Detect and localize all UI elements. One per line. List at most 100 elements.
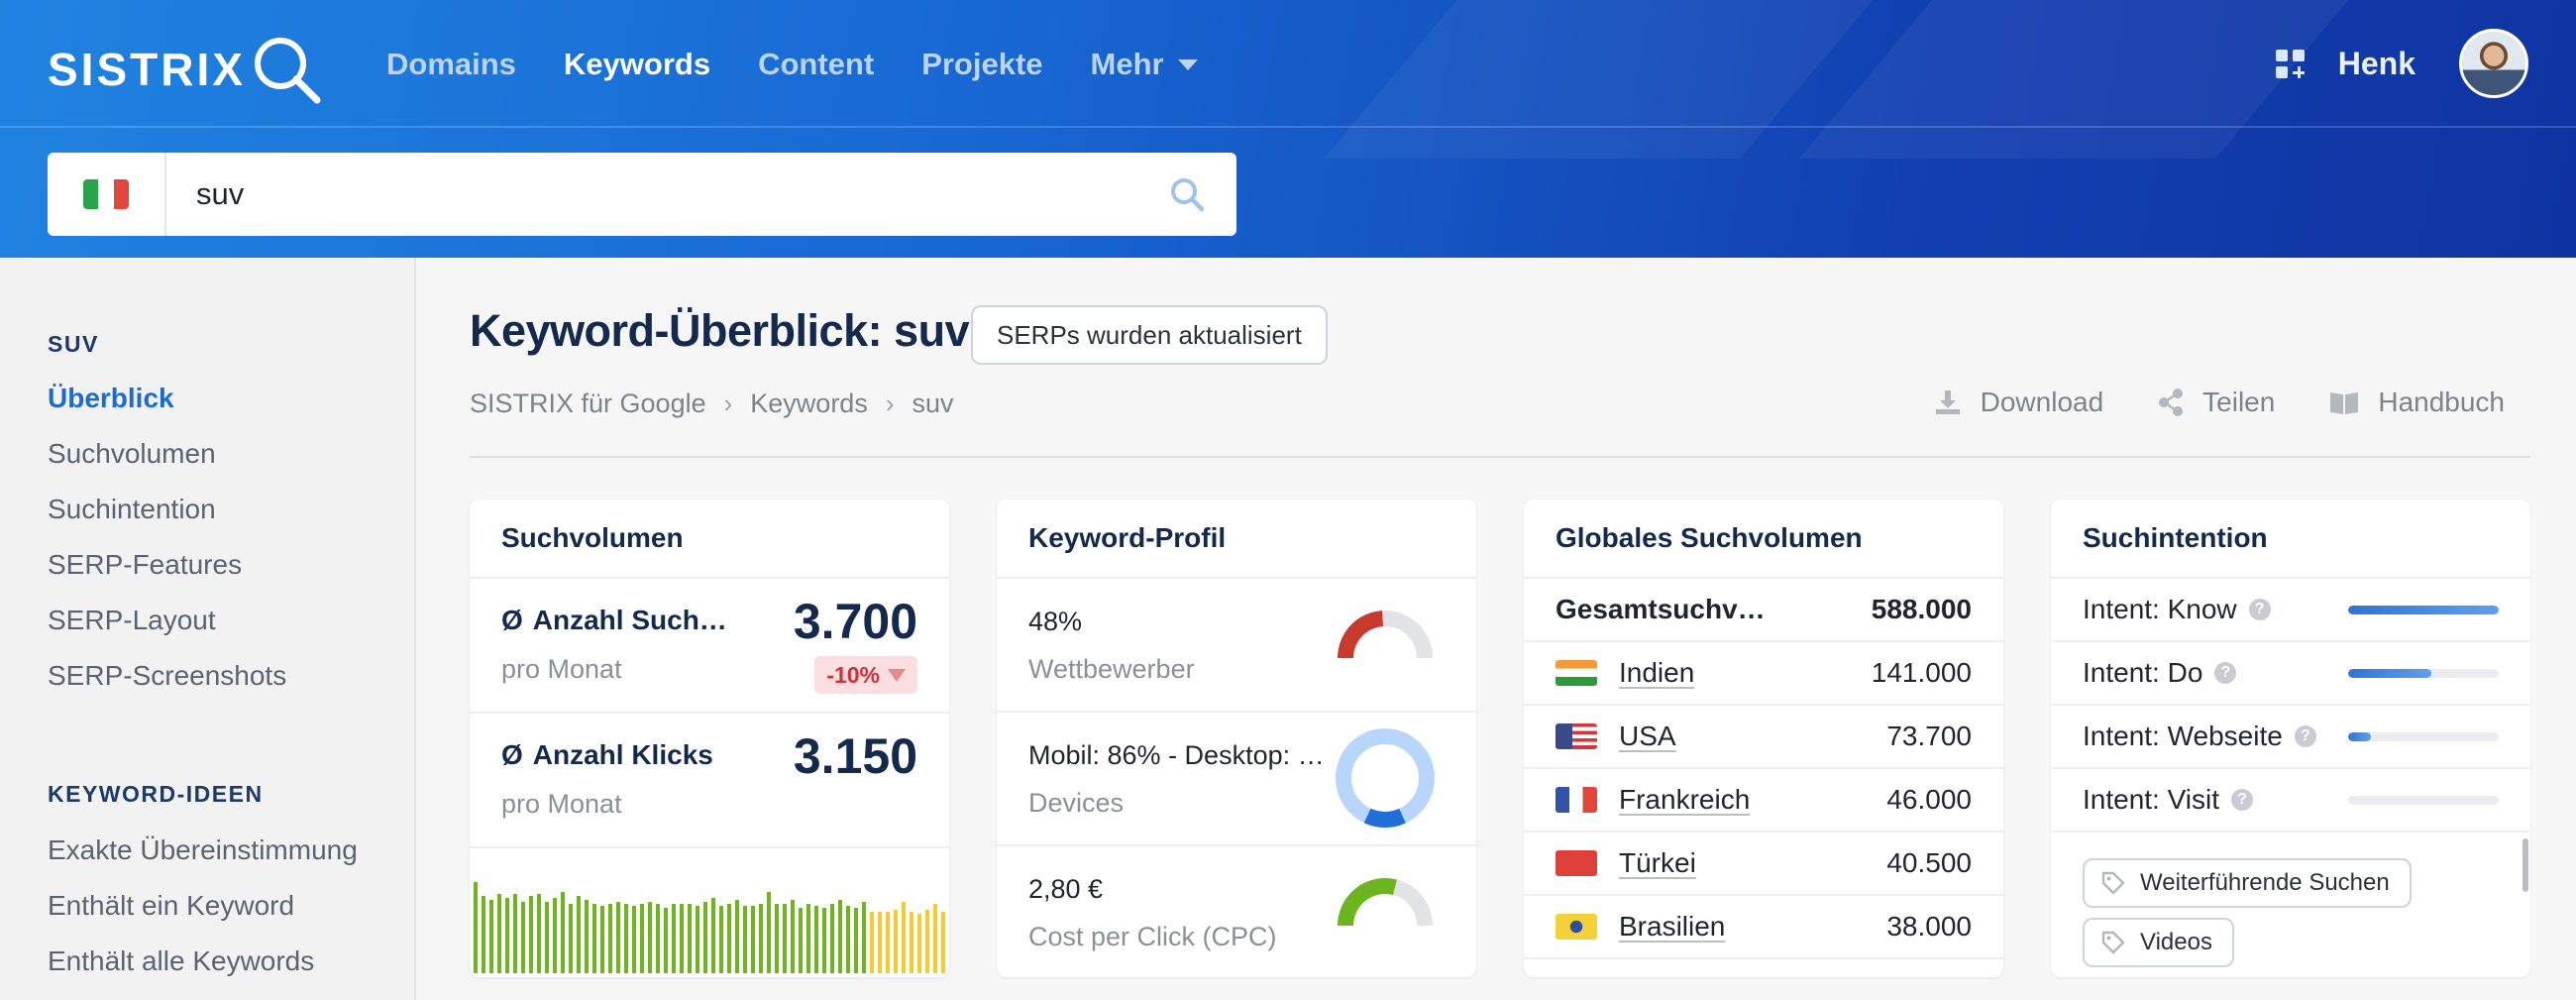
avatar[interactable] — [2459, 29, 2528, 98]
country-selector[interactable] — [48, 153, 166, 236]
intent-row-do: Intent: Do? — [2051, 642, 2530, 706]
user-area: Henk — [2275, 28, 2528, 99]
country-row-france: Frankreich 46.000 — [1524, 769, 2003, 833]
header-rule — [470, 456, 2530, 458]
scrollbar-thumb[interactable] — [2522, 838, 2528, 892]
nav-content[interactable]: Content — [758, 47, 874, 82]
intent-label: Intent: Do — [2083, 657, 2203, 688]
country-link[interactable]: Frankreich — [1619, 784, 1751, 815]
devices-row[interactable]: Mobil: 86% - Desktop: … Devices — [997, 713, 1476, 846]
sidebar-item-enthaelt-ein-keyword[interactable]: Enthält ein Keyword — [48, 890, 295, 921]
help-icon[interactable]: ? — [2248, 599, 2271, 620]
intent-bar-fill — [2348, 605, 2499, 614]
history-bar — [489, 900, 493, 973]
search-button[interactable] — [1137, 153, 1236, 236]
serps-updated-button[interactable]: SERPs wurden aktualisiert — [971, 305, 1328, 365]
country-row-india: Indien 141.000 — [1524, 642, 2003, 706]
history-bar — [822, 908, 826, 973]
breadcrumb-item-keywords[interactable]: Keywords — [750, 389, 868, 418]
history-bar — [640, 904, 644, 973]
user-name[interactable]: Henk — [2337, 45, 2415, 81]
history-bar — [751, 906, 755, 973]
history-bar — [941, 912, 945, 973]
top-bar: SISTRIX Domains Keywords Content Projekt… — [0, 0, 2576, 258]
history-bar — [917, 914, 921, 973]
country-value: 40.500 — [1886, 847, 1972, 878]
share-label: Teilen — [2202, 387, 2276, 417]
devices-label: Devices — [1028, 788, 1125, 818]
nav-keywords[interactable]: Keywords — [564, 47, 710, 82]
breadcrumb-separator: › — [723, 389, 733, 418]
history-bar — [696, 906, 699, 973]
sidebar-item-exakte-uebereinstimmung[interactable]: Exakte Übereinstimmung — [48, 834, 358, 865]
country-link[interactable]: Indien — [1619, 657, 1695, 688]
sidebar-item-serp-features[interactable]: SERP-Features — [48, 549, 243, 580]
history-bar — [600, 906, 604, 973]
history-bar — [608, 904, 612, 973]
sistrix-logo[interactable]: SISTRIX — [48, 34, 323, 105]
total-label: Gesamtsuchv… — [1556, 594, 1766, 624]
card-globales-suchvolumen: Globales Suchvolumen Gesamtsuchv… 588.00… — [1524, 500, 2003, 977]
download-button[interactable]: Download — [1933, 387, 2103, 418]
history-bar — [592, 904, 596, 973]
sidebar-item-suchvolumen[interactable]: Suchvolumen — [48, 438, 216, 469]
usa-flag-icon — [1556, 723, 1597, 749]
nav-domains[interactable]: Domains — [386, 47, 516, 82]
apps-grid-icon[interactable] — [2275, 49, 2305, 78]
history-bar — [767, 892, 771, 973]
manual-button[interactable]: Handbuch — [2328, 387, 2505, 418]
cpc-row[interactable]: 2,80 € Cost per Click (CPC) — [997, 846, 1476, 977]
search-input[interactable] — [166, 153, 1137, 236]
sidebar-item-ueberblick[interactable]: Überblick — [48, 383, 174, 413]
trend-value: -10% — [826, 661, 880, 688]
breadcrumb-item-sistrix[interactable]: SISTRIX für Google — [470, 389, 706, 418]
sidebar-item-enthaelt-alle-keywords[interactable]: Enthält alle Keywords — [48, 945, 315, 976]
nav-mehr[interactable]: Mehr — [1091, 47, 1198, 82]
history-bar — [497, 894, 501, 973]
clicks-block[interactable]: Ø Anzahl Klicks pro Monat 3.150 — [470, 714, 949, 848]
share-button[interactable]: Teilen — [2157, 387, 2275, 418]
history-bar — [482, 896, 485, 973]
caret-down-icon — [1177, 58, 1198, 70]
chip-weiterfuehrende-suchen[interactable]: Weiterführende Suchen — [2083, 858, 2412, 908]
history-bar — [632, 906, 636, 973]
help-icon[interactable]: ? — [2214, 662, 2237, 684]
help-icon[interactable]: ? — [2294, 725, 2316, 747]
sidebar-item-serp-screenshots[interactable]: SERP-Screenshots — [48, 660, 287, 691]
history-bar — [902, 902, 906, 973]
competition-row[interactable]: 48% Wettbewerber — [997, 579, 1476, 713]
competition-value: 48% — [1028, 607, 1083, 636]
history-bar — [846, 906, 850, 973]
card-suchvolumen: Suchvolumen Ø Anzahl Such… pro Monat 3.7… — [470, 500, 949, 977]
country-link[interactable]: Türkei — [1619, 847, 1696, 878]
history-bar — [545, 902, 549, 973]
tag-icon — [2101, 871, 2125, 895]
history-bar — [561, 892, 565, 973]
sidebar-item-serp-layout[interactable]: SERP-Layout — [48, 605, 216, 635]
chip-videos[interactable]: Videos — [2083, 918, 2234, 967]
history-bar — [854, 908, 858, 973]
history-bar — [513, 894, 517, 973]
country-link[interactable]: USA — [1619, 721, 1676, 751]
intent-label: Intent: Visit — [2083, 784, 2220, 815]
book-icon — [2330, 392, 2359, 414]
history-bar — [474, 882, 478, 973]
intent-row-know: Intent: Know? — [2051, 579, 2530, 642]
logo-magnifier-icon — [254, 38, 321, 104]
history-bar — [656, 904, 660, 973]
search-volume-history-chart[interactable] — [472, 864, 947, 973]
sidebar-item-suchintention[interactable]: Suchintention — [48, 494, 216, 524]
help-icon[interactable]: ? — [2231, 789, 2254, 811]
history-bar — [521, 902, 525, 973]
chip-label: Videos — [2140, 929, 2212, 955]
history-bar — [799, 908, 803, 973]
searches-block[interactable]: Ø Anzahl Such… pro Monat 3.700 -10% — [470, 579, 949, 714]
history-bar — [703, 902, 707, 973]
country-link[interactable]: Brasilien — [1619, 911, 1726, 942]
breadcrumb-separator: › — [885, 389, 895, 418]
history-bar — [505, 898, 509, 973]
intent-bar — [2348, 731, 2499, 741]
trend-badge: -10% — [814, 656, 917, 694]
cpc-value: 2,80 € — [1028, 874, 1104, 904]
nav-projekte[interactable]: Projekte — [921, 47, 1042, 82]
